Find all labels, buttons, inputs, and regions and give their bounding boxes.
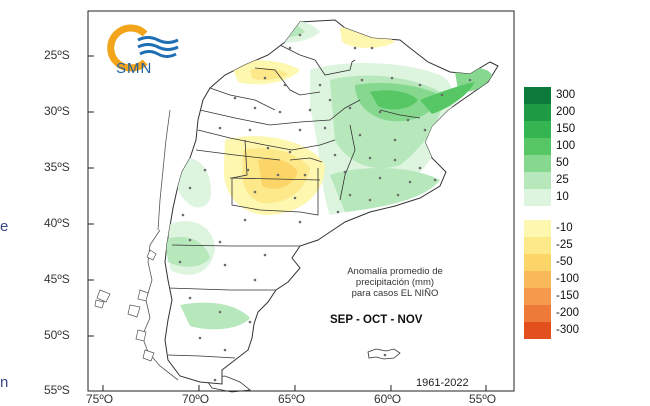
legend-positive-label-2: 150 xyxy=(556,123,576,135)
legend-negative-swatch-0 xyxy=(524,220,551,237)
lat-label-35s: 35ºS xyxy=(44,160,70,174)
lat-label-55s: 55ºS xyxy=(44,383,70,397)
lon-label-65o: 65ºO xyxy=(278,392,306,406)
legend-negative-swatch-6 xyxy=(524,322,551,339)
smn-logo-text: SMN xyxy=(116,60,153,77)
legend-negative-swatch-2 xyxy=(524,254,551,271)
legend-positive-swatch-6 xyxy=(524,189,551,206)
lat-label-40s: 40ºS xyxy=(44,216,70,230)
legend-negative-swatch-1 xyxy=(524,237,551,254)
chile-islands xyxy=(94,249,157,362)
map-frame xyxy=(87,10,515,392)
legend-positive-label-1: 200 xyxy=(556,106,576,118)
legend-positive-label-0: 300 xyxy=(556,89,576,101)
lat-label-30s: 30ºS xyxy=(44,104,70,118)
legend-negative-label-2: -50 xyxy=(556,256,573,268)
legend-positive-label-5: 25 xyxy=(556,174,569,186)
smn-logo-mark xyxy=(107,24,179,72)
side-glyph-bottom: n xyxy=(0,374,9,391)
map-annotation: Anomalía promedio de precipitación (mm) … xyxy=(312,266,478,299)
lon-label-70o: 70ºO xyxy=(182,392,210,406)
legend-positive-label-3: 100 xyxy=(556,140,576,152)
malvinas-islands xyxy=(367,348,401,360)
side-glyph-top: e xyxy=(0,218,9,235)
annotation-line-3: para casos EL NIÑO xyxy=(351,288,439,299)
lat-label-50s: 50ºS xyxy=(44,328,70,342)
legend-positive-swatch-2 xyxy=(524,121,551,138)
season-label: SEP - OCT - NOV xyxy=(330,314,423,326)
period-label: 1961-2022 xyxy=(416,377,469,389)
legend-negative-swatch-3 xyxy=(524,271,551,288)
station-dots xyxy=(178,33,472,382)
legend-negative-label-4: -150 xyxy=(556,290,580,302)
legend-negative-swatch-5 xyxy=(524,305,551,322)
legend-positive-swatch-4 xyxy=(524,155,551,172)
annotation-line-1: Anomalía promedio de xyxy=(347,266,443,277)
legend-negative-label-1: -25 xyxy=(556,239,573,251)
province-borders xyxy=(167,44,421,359)
lat-label-25s: 25ºS xyxy=(44,48,70,62)
legend-positive-swatch-3 xyxy=(524,138,551,155)
lon-label-55o: 55ºO xyxy=(469,392,497,406)
legend-positive-label-4: 50 xyxy=(556,157,569,169)
tick-marks xyxy=(88,55,487,391)
legend-negative-label-0: -10 xyxy=(556,222,573,234)
legend-positive-swatch-0 xyxy=(524,87,551,104)
anomaly-shading xyxy=(165,20,492,330)
lon-label-75o: 75ºO xyxy=(86,392,114,406)
legend-positive-label-6: 10 xyxy=(556,191,569,203)
legend-negative-swatch-4 xyxy=(524,288,551,305)
annotation-line-2: precipitación (mm) xyxy=(355,277,435,288)
lat-label-45s: 45ºS xyxy=(44,272,70,286)
legend-negative-label-6: -300 xyxy=(556,324,580,336)
legend-positive-swatch-5 xyxy=(524,172,551,189)
legend-positive-swatch-1 xyxy=(524,104,551,121)
legend-negative-label-5: -200 xyxy=(556,307,580,319)
legend-negative-label-3: -100 xyxy=(556,273,580,285)
lon-label-60o: 60ºO xyxy=(374,392,402,406)
